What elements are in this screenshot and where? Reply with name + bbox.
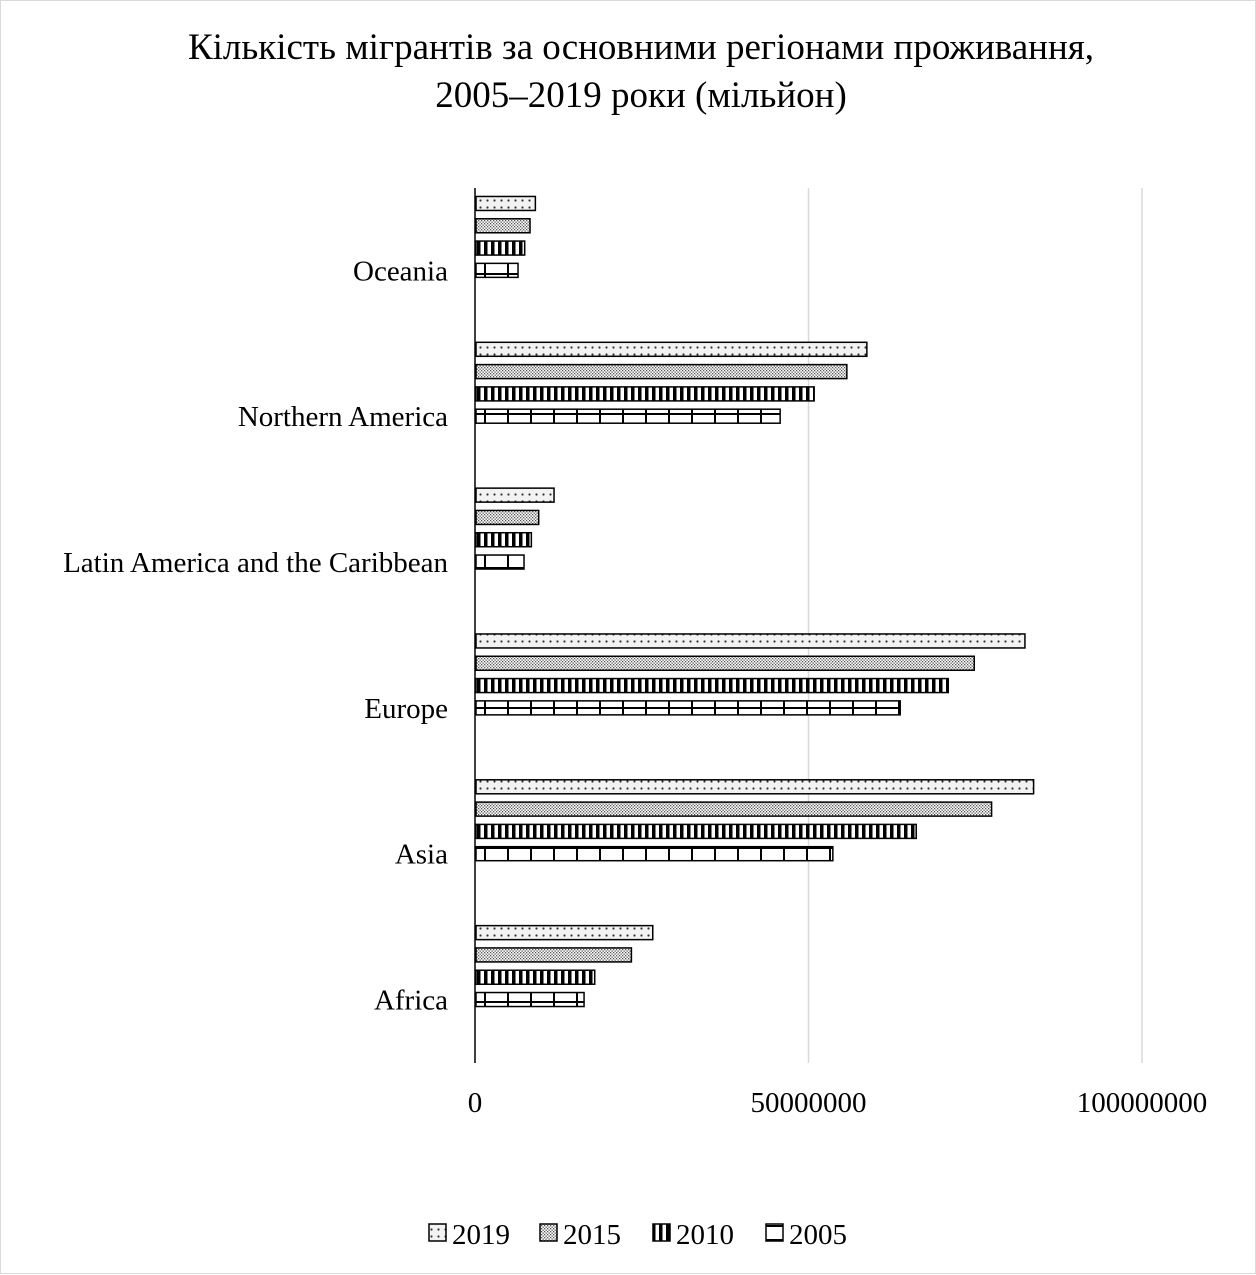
legend: 2019 2015 2010 2005	[428, 1219, 847, 1251]
bar-2015-oceania	[475, 218, 531, 234]
bar-2015-africa	[475, 947, 633, 963]
category-labels: Africa Asia Europe Latin America and the Ca…	[63, 255, 448, 1016]
bar-2010-oceania	[475, 240, 526, 256]
chart-title-line-2: 2005–2019 роки (мільйон)	[435, 75, 847, 116]
legend-swatch-2019	[428, 1223, 447, 1242]
bar-2005-oceania	[475, 262, 519, 279]
legend-label-2019: 2019	[452, 1219, 510, 1251]
bar-2010-europe	[475, 677, 949, 694]
bar-2005-africa	[475, 991, 585, 1008]
bar-2019-oceania	[475, 195, 537, 212]
bars	[475, 195, 1035, 1008]
legend-label-2005: 2005	[789, 1219, 847, 1251]
category-label: Northern America	[238, 401, 448, 433]
legend-swatch-2005	[765, 1223, 784, 1242]
category-label: Asia	[395, 839, 448, 871]
bar-2019-europe	[475, 633, 1026, 649]
chart-title: Кількість мігрантів за основними регіона…	[188, 27, 1094, 116]
bar-2019-northern-america	[475, 341, 868, 358]
legend-swatch-2010	[652, 1223, 671, 1242]
x-tick-label: 0	[468, 1087, 483, 1119]
x-axis-ticks: 0 50000000 100000000	[468, 1087, 1208, 1119]
legend-label-2015: 2015	[563, 1219, 621, 1251]
legend-swatch-2015	[539, 1223, 558, 1242]
bar-2010-latin-america-and-the-caribbean	[475, 531, 533, 548]
bar-2010-asia	[475, 823, 917, 840]
category-label: Africa	[374, 985, 448, 1017]
bar-2005-northern-america	[475, 408, 781, 424]
legend-label-2010: 2010	[676, 1219, 734, 1251]
category-label: Oceania	[353, 255, 448, 287]
category-label: Europe	[364, 693, 448, 725]
x-tick-label: 50000000	[751, 1087, 867, 1119]
bar-2015-latin-america-and-the-caribbean	[475, 509, 540, 526]
bar-2015-asia	[475, 801, 993, 817]
bar-2015-northern-america	[475, 363, 848, 380]
bar-2005-europe	[475, 700, 901, 716]
bar-2019-latin-america-and-the-caribbean	[475, 487, 555, 503]
bar-2019-asia	[475, 779, 1035, 795]
gridlines	[807, 188, 1143, 1063]
category-label: Latin America and the Caribbean	[63, 547, 448, 579]
bar-2010-africa	[475, 969, 596, 985]
bar-2005-latin-america-and-the-caribbean	[475, 554, 525, 570]
bar-2005-asia	[475, 845, 834, 862]
bar-2015-europe	[475, 655, 975, 672]
bar-2019-africa	[475, 924, 654, 941]
bar-2010-northern-america	[475, 386, 815, 402]
x-tick-label: 100000000	[1077, 1087, 1208, 1119]
chart-title-line-1: Кількість мігрантів за основними регіона…	[188, 27, 1094, 68]
